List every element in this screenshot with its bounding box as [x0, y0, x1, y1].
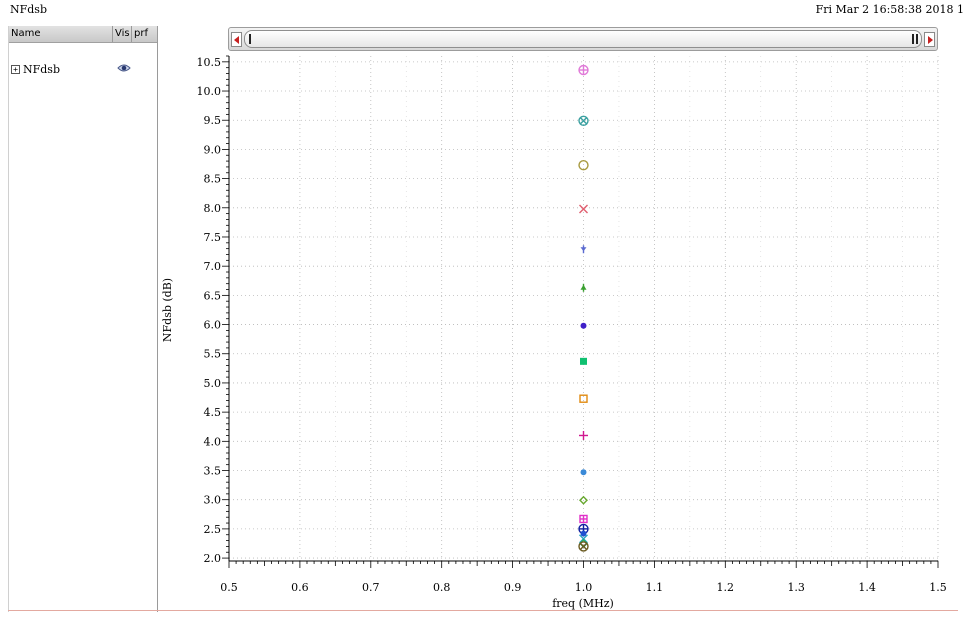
timestamp: Fri Mar 2 16:58:38 2018 1: [815, 3, 964, 16]
window-title: NFdsb: [10, 3, 47, 16]
column-divider[interactable]: [131, 26, 132, 42]
x-tick-label: 0.9: [504, 581, 522, 594]
tree-item-label[interactable]: NFdsb: [23, 63, 60, 76]
y-tick-label: 9.0: [204, 143, 222, 156]
x-tick-label: 1.4: [858, 581, 876, 594]
data-point[interactable]: [579, 394, 588, 403]
data-point[interactable]: [580, 283, 587, 292]
y-tick-label: 2.5: [204, 523, 222, 536]
y-tick-label: 10.5: [197, 56, 222, 69]
expand-icon[interactable]: +: [11, 65, 20, 74]
data-point[interactable]: [579, 514, 588, 524]
column-header: Name Vis prf: [9, 26, 157, 43]
data-point[interactable]: [580, 322, 587, 329]
data-point[interactable]: [578, 115, 589, 127]
y-axis-ticks: 2.0 2.5 3.0 3.5 4.0 4.5 5.0 5.5 6.0 6.5 7.0 7.5 8.0 8…: [197, 55, 229, 565]
x-tick-label: 1.3: [787, 581, 805, 594]
column-vis-header[interactable]: Vis: [115, 28, 130, 39]
y-axis-title: NFdsb (dB): [161, 278, 174, 342]
y-tick-label: 4.0: [204, 435, 222, 448]
y-tick-label: 8.5: [204, 173, 222, 186]
data-point[interactable]: [580, 245, 587, 254]
y-tick-label: 6.0: [204, 319, 222, 332]
signal-browser-panel: Name Vis prf + NFdsb: [8, 26, 158, 612]
grip-icon: [916, 34, 918, 44]
grip-icon: [249, 34, 251, 44]
y-tick-label: 5.5: [204, 348, 222, 361]
arrow-right-icon: [928, 36, 933, 44]
y-tick-label: 4.5: [204, 406, 222, 419]
grip-icon: [912, 34, 914, 44]
x-tick-label: 0.5: [220, 581, 238, 594]
y-tick-label: 5.0: [204, 377, 222, 390]
arrow-left-icon: [234, 36, 239, 44]
y-tick-label: 2.0: [204, 552, 222, 565]
y-tick-label: 7.0: [204, 260, 222, 273]
x-tick-label: 0.6: [291, 581, 309, 594]
data-point[interactable]: [580, 357, 587, 365]
y-tick-label: 6.5: [204, 289, 222, 302]
data-point[interactable]: [579, 204, 588, 214]
x-tick-label: 1.0: [575, 581, 593, 594]
column-name-header[interactable]: Name: [11, 28, 41, 39]
column-prf-header[interactable]: prf: [134, 28, 148, 39]
x-tick-label: 1.5: [929, 581, 947, 594]
data-point[interactable]: [580, 469, 587, 476]
x-axis-title: freq (MHz): [552, 597, 614, 610]
x-axis-ticks: 0.5 0.6 0.7 0.8 0.9 1.0 1.1 1.2 1.3 1.4 1.5: [220, 561, 947, 594]
y-tick-label: 3.5: [204, 465, 222, 478]
data-point[interactable]: [578, 541, 589, 552]
tree-item-nfdsb[interactable]: + NFdsb: [11, 63, 156, 77]
x-tick-label: 1.2: [717, 581, 735, 594]
y-tick-label: 9.5: [204, 114, 222, 127]
x-tick-label: 1.1: [646, 581, 664, 594]
bottom-divider: [8, 610, 958, 611]
horizontal-scrollbar[interactable]: [228, 27, 938, 51]
x-tick-label: 0.7: [362, 581, 380, 594]
x-tick-label: 0.8: [433, 581, 451, 594]
y-tick-label: 10.0: [197, 85, 222, 98]
column-divider[interactable]: [112, 26, 113, 42]
y-tick-label: 7.5: [204, 231, 222, 244]
data-point[interactable]: [579, 495, 588, 505]
data-point[interactable]: [580, 530, 587, 537]
data-point[interactable]: [578, 64, 589, 76]
data-point[interactable]: [578, 159, 589, 171]
y-tick-label: 3.0: [204, 494, 222, 507]
scroll-left-button[interactable]: [231, 32, 242, 47]
grid-lines: [229, 56, 939, 561]
eye-icon[interactable]: [117, 62, 131, 74]
y-tick-label: 8.0: [204, 202, 222, 215]
scroll-thumb[interactable]: [244, 30, 922, 48]
data-point[interactable]: [579, 430, 588, 440]
data-points: [578, 64, 589, 552]
scroll-right-button[interactable]: [924, 32, 935, 47]
data-point[interactable]: [579, 534, 588, 544]
